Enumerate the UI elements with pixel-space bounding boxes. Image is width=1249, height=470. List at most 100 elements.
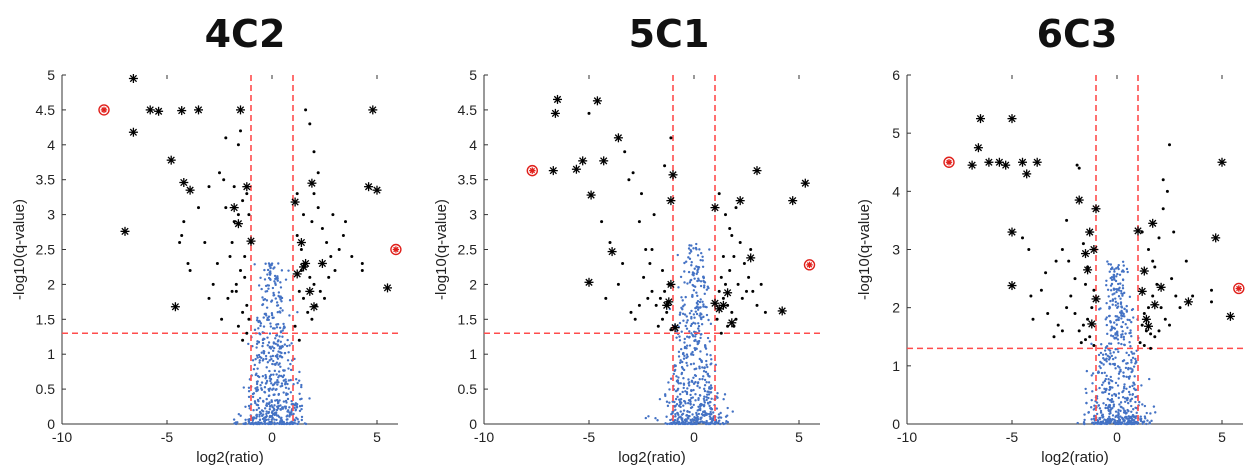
data-point-background (666, 404, 670, 408)
data-point-star (973, 143, 983, 153)
data-point-background (696, 303, 699, 306)
data-point-background (1115, 315, 1119, 318)
data-point-background (1119, 289, 1123, 293)
data-point-background (674, 421, 677, 424)
data-point-star (1144, 321, 1153, 331)
data-point-background (1130, 335, 1133, 338)
data-point-background (269, 325, 273, 328)
data-point-background (300, 404, 304, 408)
data-point-background (680, 330, 683, 333)
y-tick-label: 1 (892, 358, 900, 374)
data-point-background (703, 384, 707, 387)
data-point-background (675, 402, 679, 406)
data-point-star (571, 164, 581, 174)
data-point-background (1091, 372, 1095, 375)
data-point-significant (661, 317, 664, 321)
data-point-background (695, 411, 698, 415)
data-point-background (257, 327, 260, 330)
y-tick-label: 5 (47, 67, 55, 83)
data-point-background (1113, 278, 1116, 281)
data-point-background (268, 332, 272, 335)
data-point-background (679, 347, 683, 351)
data-point-star (599, 156, 609, 166)
data-point-significant (293, 324, 297, 328)
data-point-background (1103, 387, 1106, 391)
data-point-background (254, 357, 257, 361)
star-stroke (572, 165, 581, 173)
data-point-background (1116, 302, 1120, 305)
star-stroke (579, 157, 587, 165)
star-stroke (1083, 266, 1092, 274)
star-stroke (551, 109, 560, 118)
data-point-background (278, 345, 282, 348)
data-point-background (1141, 403, 1144, 406)
data-point-background (1132, 365, 1136, 368)
data-point-background (278, 399, 281, 402)
data-point-background (1110, 400, 1113, 404)
data-point-background (297, 379, 301, 382)
data-point-background (658, 397, 662, 401)
data-point-background (275, 422, 278, 425)
data-point-background (261, 422, 264, 426)
data-point-background (1122, 387, 1126, 390)
data-point-background (265, 299, 269, 302)
data-point-background (696, 254, 700, 257)
data-point-background (286, 359, 290, 362)
data-point-background (1121, 284, 1125, 287)
data-point-background (1092, 422, 1096, 426)
data-point-background (698, 300, 702, 304)
data-point-significant (241, 310, 245, 314)
data-point-background (705, 381, 708, 384)
data-point-background (274, 342, 277, 345)
data-point-background (692, 376, 695, 379)
data-point-background (682, 383, 686, 387)
data-point-background (273, 363, 276, 366)
data-point-star (670, 323, 680, 333)
star-stroke (1088, 320, 1096, 328)
data-point-background (690, 244, 693, 247)
data-point-background (692, 388, 695, 392)
star-stroke (667, 280, 675, 289)
data-point-background (683, 261, 686, 265)
data-point-background (707, 374, 710, 378)
data-point-star (710, 298, 720, 308)
data-point-background (270, 313, 274, 317)
data-point-background (1109, 342, 1113, 345)
data-point-background (267, 389, 271, 393)
data-point-significant (308, 275, 312, 279)
data-point-background (676, 395, 679, 399)
data-point-background (279, 340, 283, 344)
data-point-background (644, 416, 648, 420)
data-point-significant (243, 254, 247, 258)
star-stroke (1151, 301, 1159, 309)
data-point-background (685, 392, 689, 396)
data-point-background (1126, 326, 1129, 329)
data-point-background (1105, 387, 1108, 391)
data-point-significant (207, 185, 211, 189)
data-point-background (287, 269, 290, 272)
data-point-background (702, 303, 705, 306)
data-point-background (256, 367, 259, 370)
data-point-background (716, 391, 719, 395)
data-point-background (699, 280, 703, 283)
data-point-background (710, 358, 713, 361)
data-point-background (697, 339, 701, 343)
star-stroke (789, 196, 797, 205)
data-point-highlight (98, 104, 110, 116)
star-stroke (801, 179, 809, 187)
data-point-background (1102, 363, 1105, 366)
data-point-background (276, 304, 280, 307)
data-point-background (678, 422, 682, 425)
data-point-background (694, 335, 697, 338)
data-point-background (263, 278, 267, 281)
x-axis-label: log2(ratio) (1041, 449, 1109, 466)
data-point-background (251, 419, 255, 422)
data-point-background (1109, 289, 1113, 292)
data-point-significant (1077, 329, 1081, 333)
data-point-significant (1079, 341, 1083, 345)
data-point-star (229, 203, 239, 213)
data-point-background (270, 404, 273, 407)
data-point-significant (1151, 294, 1155, 298)
data-point-significant (627, 178, 631, 182)
data-point-background (251, 395, 255, 399)
